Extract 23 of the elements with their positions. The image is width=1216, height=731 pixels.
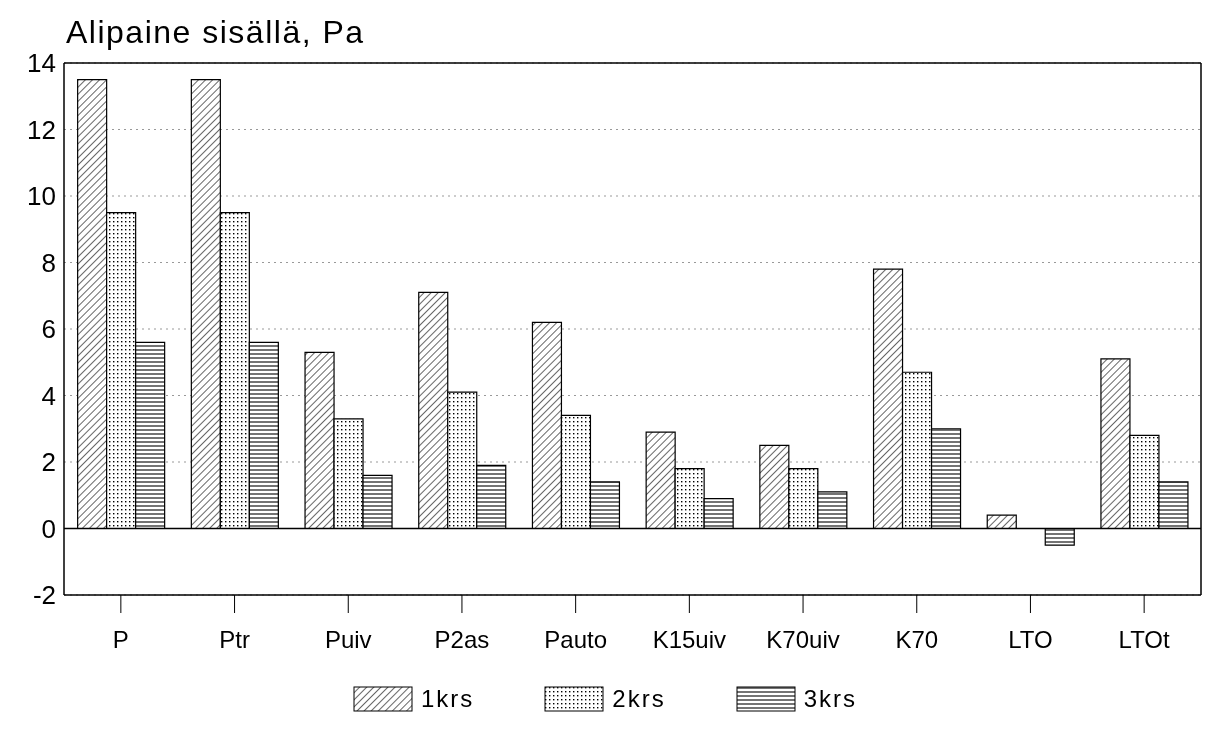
y-tick-label: -2 xyxy=(32,580,56,611)
y-tick-label: 10 xyxy=(27,181,56,212)
x-tick-label: Ptr xyxy=(219,626,250,654)
y-tick-label: 8 xyxy=(41,247,56,278)
x-tick-label: K70uiv xyxy=(766,626,840,654)
x-tick-label: LTO xyxy=(1008,626,1053,654)
x-tick-label: K15uiv xyxy=(652,626,727,654)
legend-label: 3krs xyxy=(803,685,858,713)
y-tick-label: 14 xyxy=(27,48,56,79)
x-tick-label: Puiv xyxy=(324,626,372,654)
x-tick-label: K70 xyxy=(895,626,939,654)
y-tick-label: 4 xyxy=(41,380,56,411)
y-tick-label: 6 xyxy=(41,314,56,345)
y-tick-label: 0 xyxy=(41,513,56,544)
legend-label: 1krs xyxy=(420,685,475,713)
x-tick-label: Pauto xyxy=(544,626,608,654)
x-tick-label: P2as xyxy=(434,626,490,654)
legend-label: 2krs xyxy=(612,685,666,713)
y-tick-label: 2 xyxy=(41,447,56,478)
y-tick-label: 12 xyxy=(27,114,56,145)
x-tick-label: P xyxy=(112,626,129,654)
chart-title: Alipaine sisällä, Pa xyxy=(66,14,365,51)
x-tick-label: LTOt xyxy=(1118,626,1171,654)
